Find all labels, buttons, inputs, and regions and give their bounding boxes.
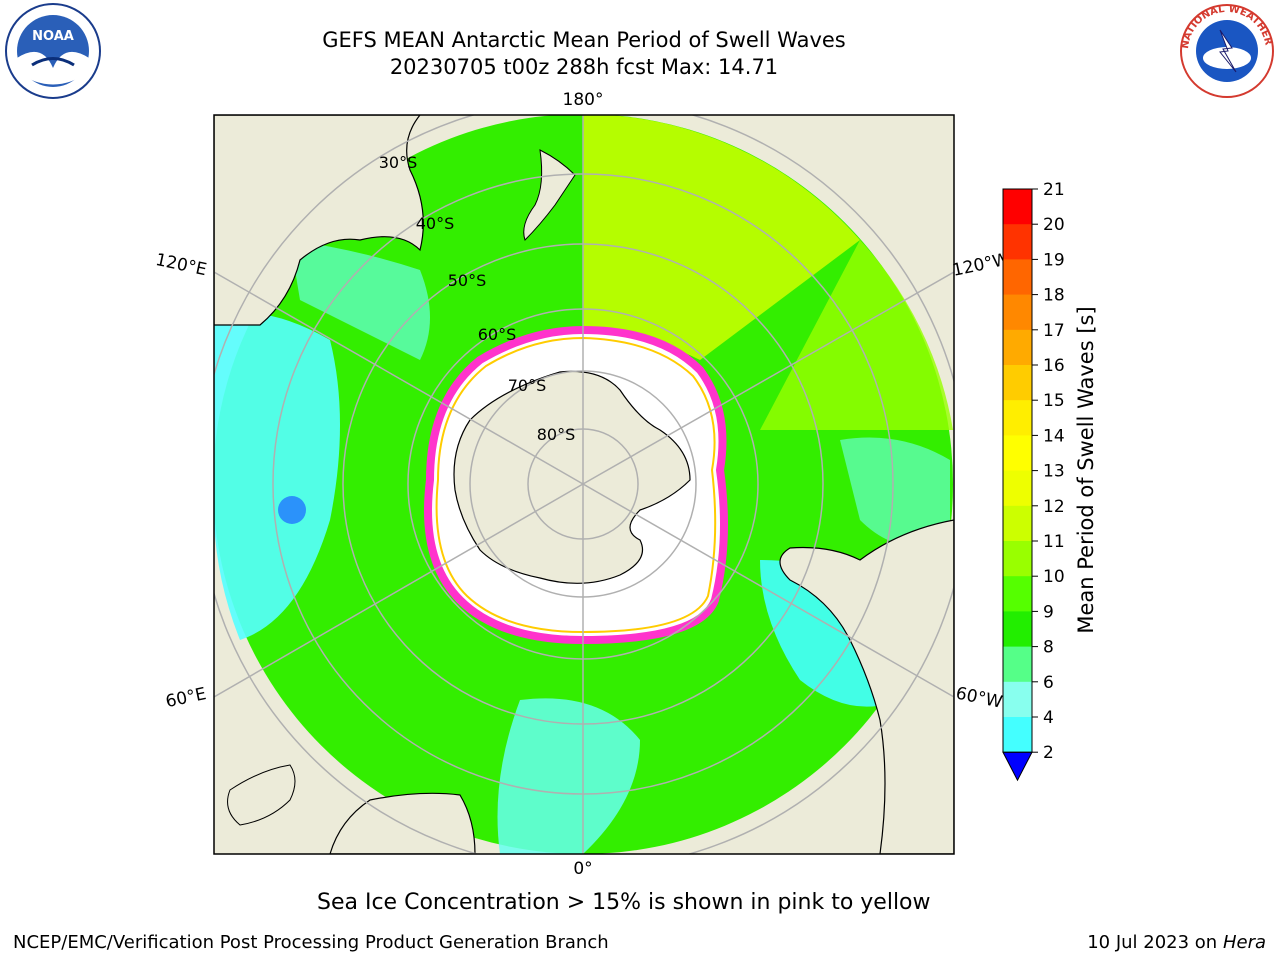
- colorbar-extension: [1002, 751, 1033, 782]
- colorbar-tick-label: 2: [1043, 743, 1054, 763]
- colorbar-segment: [1003, 717, 1032, 753]
- madagascar: [227, 764, 296, 826]
- colorbar-tick-label: 18: [1043, 286, 1065, 306]
- swell-patch-cyan-indian: [214, 313, 340, 640]
- colorbar-tick-label: 21: [1043, 180, 1065, 200]
- colorbar-segment: [1003, 329, 1032, 366]
- colorbar-segment: [1003, 541, 1032, 577]
- colorbar-tick-label: 15: [1043, 391, 1065, 411]
- colorbar-tick-label: 19: [1043, 250, 1065, 270]
- colorbar-segment: [1003, 189, 1032, 225]
- colorbar-segment: [1003, 470, 1032, 507]
- chart-title: GEFS MEAN Antarctic Mean Period of Swell…: [322, 28, 846, 52]
- colorbar-segment: [1003, 646, 1032, 683]
- lon-label-120e: 120°E: [154, 250, 209, 280]
- australia: [214, 115, 424, 326]
- colorbar-tick-label: 17: [1043, 321, 1065, 341]
- colorbar-tick-label: 11: [1043, 532, 1065, 552]
- swell-patch-cyan-pacific-east: [840, 437, 950, 547]
- colorbar-tick-label: 13: [1043, 462, 1065, 482]
- colorbar-segment: [1003, 259, 1032, 296]
- noaa-logo-text: NOAA: [32, 29, 74, 44]
- chart-subtitle: 20230705 t00z 288h fcst Max: 14.71: [389, 55, 779, 79]
- colorbar-segment: [1003, 435, 1032, 472]
- new-zealand: [523, 149, 576, 241]
- footer-date: 10 Jul 2023 on Hera: [1087, 932, 1266, 953]
- meridian-120w: [582, 271, 954, 485]
- colorbar-tick-label: 4: [1043, 708, 1054, 728]
- colorbar-segments: [1002, 188, 1033, 782]
- colorbar-segment: [1003, 365, 1032, 401]
- colorbar-tick-label: 20: [1043, 215, 1065, 235]
- map-frame: [213, 114, 955, 855]
- meridian-60e: [214, 483, 584, 698]
- colorbar-segment: [1003, 400, 1032, 436]
- colorbar-segment: [1003, 294, 1032, 331]
- swell-patch-cyan-australia: [290, 240, 430, 360]
- lat-label-80s: 80°S: [537, 425, 576, 444]
- colorbar: 21 20 19 18 17 16 15 14 13 12 11 10 9 8 6 4 2: [1002, 180, 1065, 782]
- colorbar-tick-label: 8: [1043, 638, 1054, 658]
- swell-patch-blue: [278, 496, 306, 524]
- colorbar-segment: [1003, 224, 1032, 260]
- colorbar-tick-label: 16: [1043, 356, 1065, 376]
- lon-label-0: 0°: [573, 859, 592, 879]
- colorbar-ticks: 21 20 19 18 17 16 15 14 13 12 11 10 9 8 6 4 2: [1032, 180, 1065, 763]
- colorbar-segment: [1003, 611, 1032, 648]
- meridian-60w: [582, 483, 954, 698]
- colorbar-tick-label: 10: [1043, 567, 1065, 587]
- colorbar-segment: [1003, 576, 1032, 612]
- noaa-logo: NOAA: [5, 3, 101, 99]
- swell-patch-yellow-pacific: [583, 115, 860, 360]
- lon-label-180: 180°: [563, 90, 604, 110]
- swell-patch-cyan-atlantic: [497, 698, 640, 854]
- lat-label-70s: 70°S: [508, 376, 547, 395]
- footer-credit: NCEP/EMC/Verification Post Processing Pr…: [13, 932, 609, 953]
- meridian-120e: [214, 271, 584, 485]
- colorbar-label: Mean Period of Swell Waves [s]: [1074, 306, 1098, 634]
- colorbar-segment: [1003, 505, 1032, 542]
- lat-label-40s: 40°S: [416, 214, 455, 233]
- colorbar-tick-label: 14: [1043, 426, 1065, 446]
- colorbar-segment: [1003, 681, 1032, 718]
- lat-label-30s: 30°S: [379, 153, 418, 172]
- colorbar-tick-label: 9: [1043, 602, 1054, 622]
- footer-host: Hera: [1222, 932, 1266, 953]
- lat-label-60s: 60°S: [478, 325, 517, 344]
- lat-label-50s: 50°S: [448, 271, 487, 290]
- colorbar-tick-label: 12: [1043, 497, 1065, 517]
- footer-date-text: 10 Jul 2023 on: [1087, 932, 1218, 953]
- swell-patch-lime-east: [760, 240, 953, 430]
- south-america: [779, 519, 954, 854]
- map-area: [214, 115, 954, 854]
- colorbar-tick-label: 6: [1043, 673, 1054, 693]
- lon-label-60e: 60°E: [164, 684, 208, 712]
- meridians: [214, 115, 954, 854]
- nws-logo: NATIONAL WEATHER SERVICE: [1176, 2, 1274, 98]
- sea-ice-caption: Sea Ice Concentration > 15% is shown in …: [317, 890, 931, 915]
